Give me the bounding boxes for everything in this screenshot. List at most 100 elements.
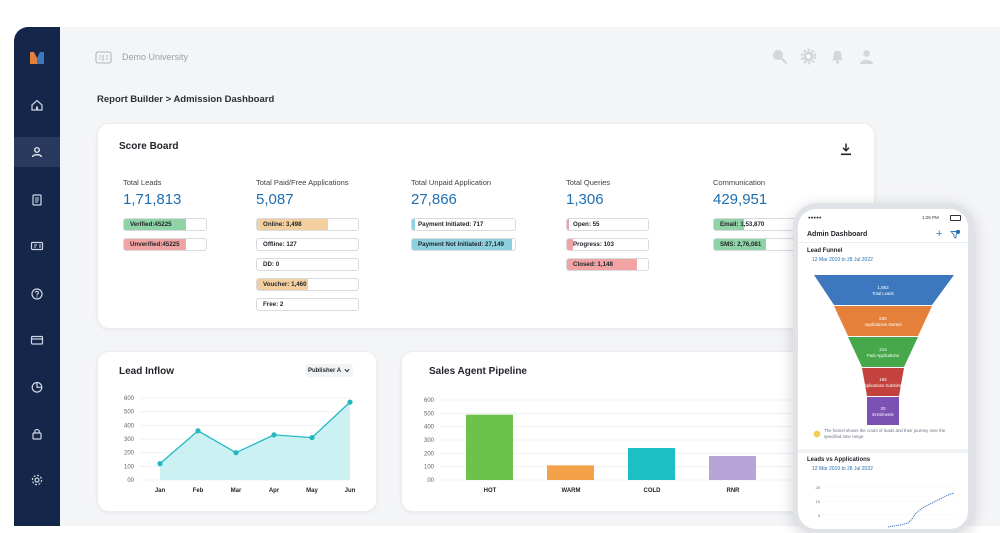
metric-breakdown-bar[interactable]: Email: 1,53,870 [713,218,797,231]
data-point[interactable] [195,428,201,434]
id-card-icon [30,241,44,251]
bell-icon[interactable] [829,48,846,65]
metric-breakdown-bar[interactable]: Open: 55 [566,218,649,231]
breakdown-label: SMS: 2,76,081 [720,241,762,248]
search-icon[interactable] [771,48,788,65]
leads-vs-applications-chart: 25 15 5 [816,485,956,528]
battery-icon [950,215,961,221]
sidebar-item-id-cards[interactable] [14,231,60,261]
phone-title: Admin Dashboard [807,231,868,238]
help-icon [31,288,43,300]
y-tick-label: 00 [127,478,134,484]
bar[interactable] [466,414,513,480]
sidebar-item-settings[interactable] [14,465,60,495]
metric-value: 5,087 [256,191,294,208]
data-point[interactable] [347,399,353,405]
sidebar-item-payments[interactable] [14,325,60,355]
info-icon [813,430,821,438]
sidebar-item-reports[interactable] [14,185,60,215]
bar[interactable] [709,456,756,480]
lock-icon [32,428,42,440]
breakdown-label: Closed: 1,148 [573,261,613,268]
x-tick-label: COLD [644,488,662,494]
sidebar-item-analytics[interactable] [14,372,60,402]
funnel-label: Applications Started [864,322,902,327]
bar[interactable] [547,465,594,480]
y-tick-label: 300 [124,437,135,443]
home-icon [31,99,43,111]
metric-breakdown-bar[interactable]: Unverified:45225 [123,238,207,251]
download-icon[interactable] [839,142,853,156]
gear-icon[interactable] [800,48,817,65]
sidebar-item-security[interactable] [14,419,60,449]
breakdown-fill [412,239,512,250]
metric-block: Total Queries 1,306 Open: 55 Progress: 103 C… [566,178,649,271]
y-tick-label: 400 [124,423,135,429]
add-icon[interactable]: + [936,228,943,240]
data-point[interactable] [233,450,239,456]
metric-breakdown-bar[interactable]: Payment Initiated: 717 [411,218,516,231]
funnel-stage[interactable] [814,275,954,305]
y-tick-label: 200 [124,451,135,457]
metric-breakdown-bar[interactable]: Voucher: 1,460 [256,278,359,291]
sidebar-item-home[interactable] [14,90,60,120]
data-point[interactable] [309,435,315,441]
funnel-date[interactable]: 12 Mar 2019 to 28 Jul 2022 [812,257,873,263]
org-selector[interactable]: Demo University [95,50,188,64]
y-tick-label: 500 [124,410,135,416]
metric-breakdown-bar[interactable]: Payment Not Initiated: 27,149 [411,238,516,251]
breakdown-fill [124,239,186,250]
metric-breakdown-bar[interactable]: DD: 0 [256,258,359,271]
breakdown-fill [567,219,570,230]
breakdown-label: Online: 3,498 [263,221,302,228]
sidebar-item-help[interactable] [14,279,60,309]
metric-value: 1,306 [566,191,604,208]
breakdown-fill [714,219,744,230]
x-tick-label: Jan [155,488,166,494]
metric-breakdown-bar[interactable]: Progress: 103 [566,238,649,251]
breakdown-fill [257,279,308,290]
metric-breakdown-bar[interactable]: Online: 3,498 [256,218,359,231]
metric-value: 429,951 [713,191,768,208]
data-point[interactable] [157,461,163,467]
top-actions [771,48,875,65]
breakdown-label: Verified:45225 [130,221,172,228]
breakdown-fill [567,259,638,270]
phone-signal: ●●●●● [808,215,822,220]
area-fill [160,402,350,480]
phone-time: 1:26 PM [922,215,939,220]
profile-icon[interactable] [858,48,875,65]
metric-breakdown-bar[interactable]: Free: 2 [256,298,359,311]
metric-breakdown-bar[interactable]: Verified:45225 [123,218,207,231]
funnel-stage[interactable] [848,337,918,367]
metric-value: 1,71,813 [123,191,182,208]
y-tick-label: 500 [424,411,435,417]
lva-date[interactable]: 12 Mar 2019 to 28 Jul 2022 [812,466,873,472]
funnel-stage[interactable] [862,368,904,396]
funnel-stage[interactable] [834,306,932,336]
funnel-stage[interactable] [867,397,899,425]
publisher-select[interactable]: Publisher A [305,364,353,377]
x-tick-label: Jun [345,488,356,494]
breakdown-fill [714,239,767,250]
org-name: Demo University [122,52,189,62]
breakdown-label: Free: 2 [263,301,284,308]
breakdown-label: Email: 1,53,870 [720,221,765,228]
data-point[interactable] [271,432,277,438]
y-tick-label: 25 [816,485,821,490]
metric-breakdown-bar[interactable]: Offline: 127 [256,238,359,251]
metric-breakdown-bar[interactable]: SMS: 2,76,081 [713,238,797,251]
funnel-value: 20 [880,406,886,411]
filter-icon[interactable] [950,230,960,239]
bar[interactable] [628,448,675,480]
sidebar-item-leads[interactable] [14,137,60,167]
y-tick-label: 200 [424,451,435,457]
y-tick-label: 400 [424,425,435,431]
phone-screen: ●●●●● 1:26 PM Admin Dashboard + Lead Fun… [798,209,968,529]
metric-label: Total Unpaid Application [411,178,492,187]
metric-breakdown-bar[interactable]: Closed: 1,148 [566,258,649,271]
funnel-label: Total Leads [872,291,893,296]
metric-label: Communication [713,178,766,187]
lead-inflow-chart: 600 500 400 300 200 100 00 Jan Feb Mar Apr May Jun [124,396,356,494]
